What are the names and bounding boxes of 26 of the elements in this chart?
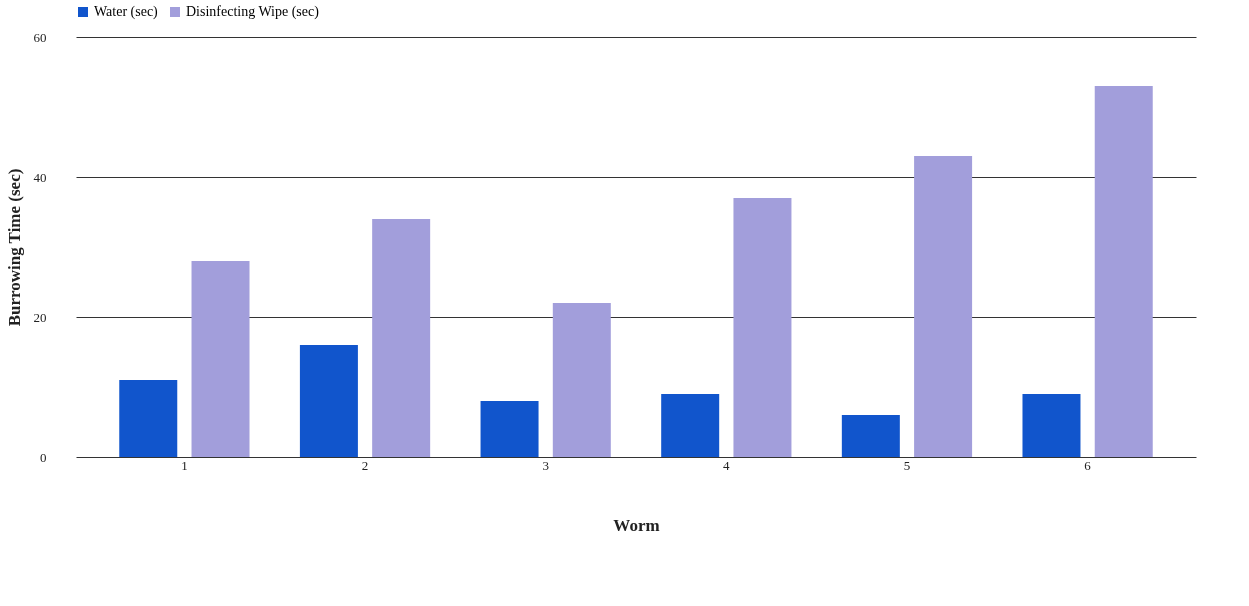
bar: [372, 219, 431, 457]
bar: [841, 415, 900, 457]
y-tick-label: 0: [40, 449, 47, 465]
x-tick-label: 4: [723, 457, 731, 473]
bar: [552, 303, 611, 457]
bar: [191, 261, 250, 457]
bar: [914, 156, 973, 457]
x-tick-label: 2: [361, 457, 369, 473]
x-axis-title: Worm: [613, 515, 660, 535]
bar: [1094, 86, 1153, 457]
legend-label: Disinfecting Wipe (sec): [186, 4, 320, 20]
y-tick-label: 60: [33, 29, 47, 45]
y-axis-title: Burrowing Time (sec): [4, 168, 24, 327]
bar: [480, 401, 539, 457]
y-tick-label: 40: [33, 169, 47, 185]
legend-label: Water (sec): [94, 4, 159, 20]
x-tick-label: 3: [542, 457, 549, 473]
bar: [299, 345, 358, 457]
x-tick-label: 6: [1084, 457, 1092, 473]
bar: [1022, 394, 1081, 457]
x-tick-label: 5: [903, 457, 911, 473]
y-tick-label: 20: [33, 309, 47, 325]
bar: [733, 198, 792, 457]
bar: [119, 380, 178, 457]
x-tick-label: 1: [181, 457, 188, 473]
bar: [661, 394, 720, 457]
